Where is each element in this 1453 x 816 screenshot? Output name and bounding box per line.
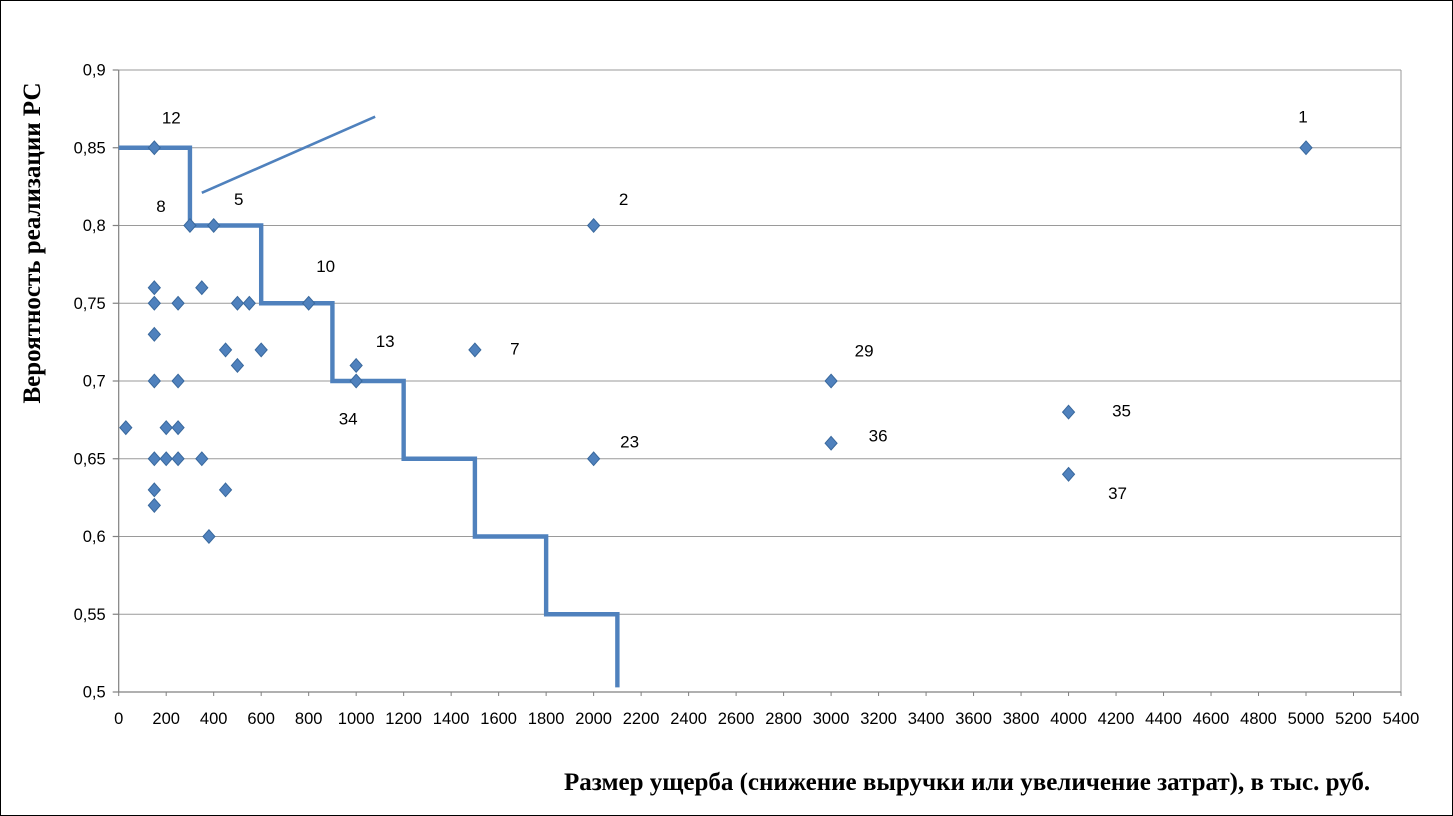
x-tick-label: 5400 (1383, 710, 1420, 728)
data-point (349, 373, 363, 389)
data-point (1061, 466, 1076, 482)
data-point (230, 357, 245, 374)
y-tick-label: 0,85 (74, 139, 106, 157)
data-point (147, 280, 161, 296)
y-tick-label: 0,75 (74, 295, 106, 313)
x-tick-label: 5200 (1335, 710, 1372, 728)
x-tick-label: 3000 (813, 710, 850, 728)
x-tick-label: 1000 (338, 710, 375, 728)
y-tick-label: 0,5 (83, 684, 106, 702)
data-point (586, 451, 601, 467)
x-tick-label: 4200 (1098, 710, 1135, 728)
data-point-label: 10 (316, 257, 335, 276)
data-point (171, 420, 185, 436)
x-tick-label: 2000 (575, 710, 612, 728)
data-point (195, 451, 209, 467)
data-point (468, 342, 482, 358)
data-point-label: 2 (619, 190, 628, 209)
data-point (195, 280, 209, 296)
data-point (147, 451, 161, 467)
data-point (1061, 404, 1076, 420)
data-point (218, 342, 233, 358)
data-point-label: 5 (234, 190, 243, 209)
data-point (1299, 140, 1313, 156)
x-tick-label: 5000 (1288, 710, 1325, 728)
data-point-label: 29 (855, 342, 874, 361)
y-tick-label: 0,65 (74, 450, 106, 468)
x-tick-label: 4000 (1050, 710, 1087, 728)
data-point (824, 435, 838, 451)
data-point-label: 36 (869, 427, 888, 446)
data-point-label: 13 (376, 332, 395, 351)
data-point-label: 35 (1112, 402, 1131, 421)
x-tick-label: 1200 (385, 710, 422, 728)
data-point (183, 217, 197, 234)
x-tick-label: 3200 (860, 710, 897, 728)
x-tick-label: 2600 (718, 710, 755, 728)
x-tick-label: 400 (200, 710, 228, 728)
y-tick-label: 0,55 (74, 606, 106, 624)
x-tick-label: 200 (152, 710, 180, 728)
x-tick-label: 600 (247, 710, 275, 728)
data-point (159, 420, 173, 436)
data-point (254, 342, 268, 358)
y-tick-label: 0,9 (83, 62, 106, 80)
x-tick-label: 3800 (1003, 710, 1040, 728)
data-point-label: 34 (339, 410, 358, 429)
x-tick-label: 3400 (908, 710, 945, 728)
data-point (230, 295, 245, 311)
data-point (147, 326, 161, 342)
data-point (207, 217, 221, 234)
x-axis-title: Размер ущерба (снижение выручки или увел… (564, 769, 1371, 796)
data-point (242, 295, 256, 311)
data-point (586, 217, 601, 234)
x-tick-label: 1400 (433, 710, 470, 728)
x-tick-label: 0 (114, 710, 123, 728)
data-point-label: 8 (156, 197, 165, 216)
x-tick-label: 2800 (765, 710, 802, 728)
data-point (349, 357, 363, 374)
data-point (171, 451, 185, 467)
y-tick-label: 0,7 (83, 373, 106, 391)
data-point (218, 482, 233, 498)
x-tick-label: 1600 (480, 710, 517, 728)
x-tick-label: 1800 (528, 710, 565, 728)
data-point-label: 12 (162, 108, 181, 127)
data-point (202, 528, 216, 545)
x-tick-label: 4400 (1145, 710, 1182, 728)
data-point (147, 482, 161, 498)
data-point (171, 373, 185, 389)
data-point-label: 23 (620, 432, 639, 451)
data-point-label: 37 (1108, 484, 1127, 503)
x-tick-label: 4800 (1240, 710, 1277, 728)
data-point (119, 420, 133, 436)
x-tick-label: 2200 (623, 710, 660, 728)
data-point (147, 140, 161, 156)
y-axis-title: Вероятность реализации РС (19, 82, 46, 404)
data-point (147, 373, 161, 389)
y-tick-label: 0,6 (83, 528, 106, 546)
data-point-label: 7 (510, 339, 519, 358)
x-tick-label: 2400 (670, 710, 707, 728)
callout-line (201, 115, 376, 195)
x-tick-label: 3600 (955, 710, 992, 728)
y-tick-label: 0,8 (83, 217, 106, 235)
data-point (824, 373, 838, 389)
data-point (302, 295, 316, 311)
data-point (147, 295, 161, 311)
data-point (171, 295, 185, 311)
x-tick-label: 4600 (1193, 710, 1230, 728)
data-point-label: 1 (1298, 107, 1307, 126)
data-point (159, 451, 173, 467)
x-tick-label: 800 (295, 710, 323, 728)
data-point (147, 497, 161, 513)
